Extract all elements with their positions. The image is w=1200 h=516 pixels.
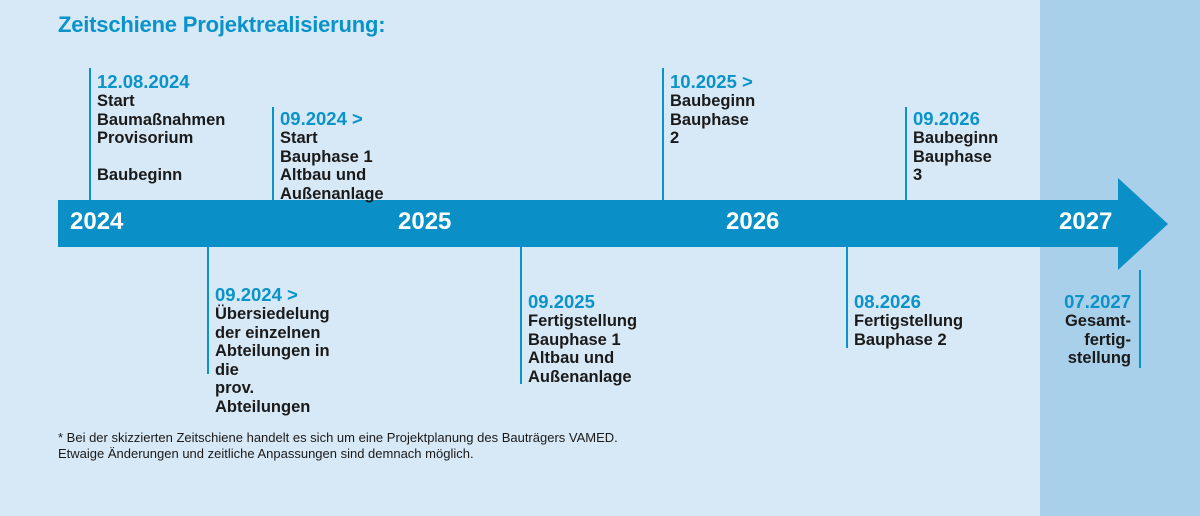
event-connector-line bbox=[1139, 270, 1141, 368]
event-date: 10.2025 > bbox=[670, 71, 753, 92]
event-date: 09.2026 bbox=[913, 108, 980, 129]
event-description: Fertigstellung Bauphase 1 Altbau und Auß… bbox=[528, 312, 638, 386]
event-date: 09.2024 > bbox=[215, 284, 298, 305]
year-label-2026: 2026 bbox=[726, 208, 780, 235]
page-title: Zeitschiene Projektrealisierung: bbox=[58, 12, 386, 37]
event-connector-line bbox=[207, 247, 209, 374]
year-label-2024: 2024 bbox=[70, 208, 124, 235]
event-date: 09.2025 bbox=[528, 291, 595, 312]
event-description: Start Bauphase 1 Altbau und Außenanlage bbox=[280, 129, 384, 203]
event-description: Fertigstellung Bauphase 2 bbox=[854, 312, 964, 349]
event-description: Baubeginn Bauphase 2 bbox=[670, 92, 756, 147]
event-connector-line bbox=[89, 68, 91, 200]
event-connector-line bbox=[905, 107, 907, 200]
footnote: * Bei der skizzierten Zeitschiene handel… bbox=[58, 430, 618, 461]
year-label-2025: 2025 bbox=[398, 208, 452, 235]
event-description: Gesamt- fertig- stellung bbox=[1064, 312, 1131, 367]
event-connector-line bbox=[662, 68, 664, 200]
event-description: Übersiedelung der einzelnen Abteilungen … bbox=[215, 305, 330, 416]
event-connector-line bbox=[520, 247, 522, 384]
event-date: 08.2026 bbox=[854, 291, 921, 312]
event-connector-line bbox=[846, 247, 848, 348]
event-description: Start Baumaßnahmen Provisorium Baubeginn bbox=[97, 92, 226, 184]
event-description: Baubeginn Bauphase 3 bbox=[913, 129, 999, 184]
timeline-arrow bbox=[58, 178, 1168, 270]
event-date: 09.2024 > bbox=[280, 108, 363, 129]
year-label-2027: 2027 bbox=[1059, 208, 1113, 235]
event-connector-line bbox=[272, 107, 274, 200]
event-date: 07.2027 bbox=[1064, 291, 1131, 312]
event-date: 12.08.2024 bbox=[97, 71, 190, 92]
